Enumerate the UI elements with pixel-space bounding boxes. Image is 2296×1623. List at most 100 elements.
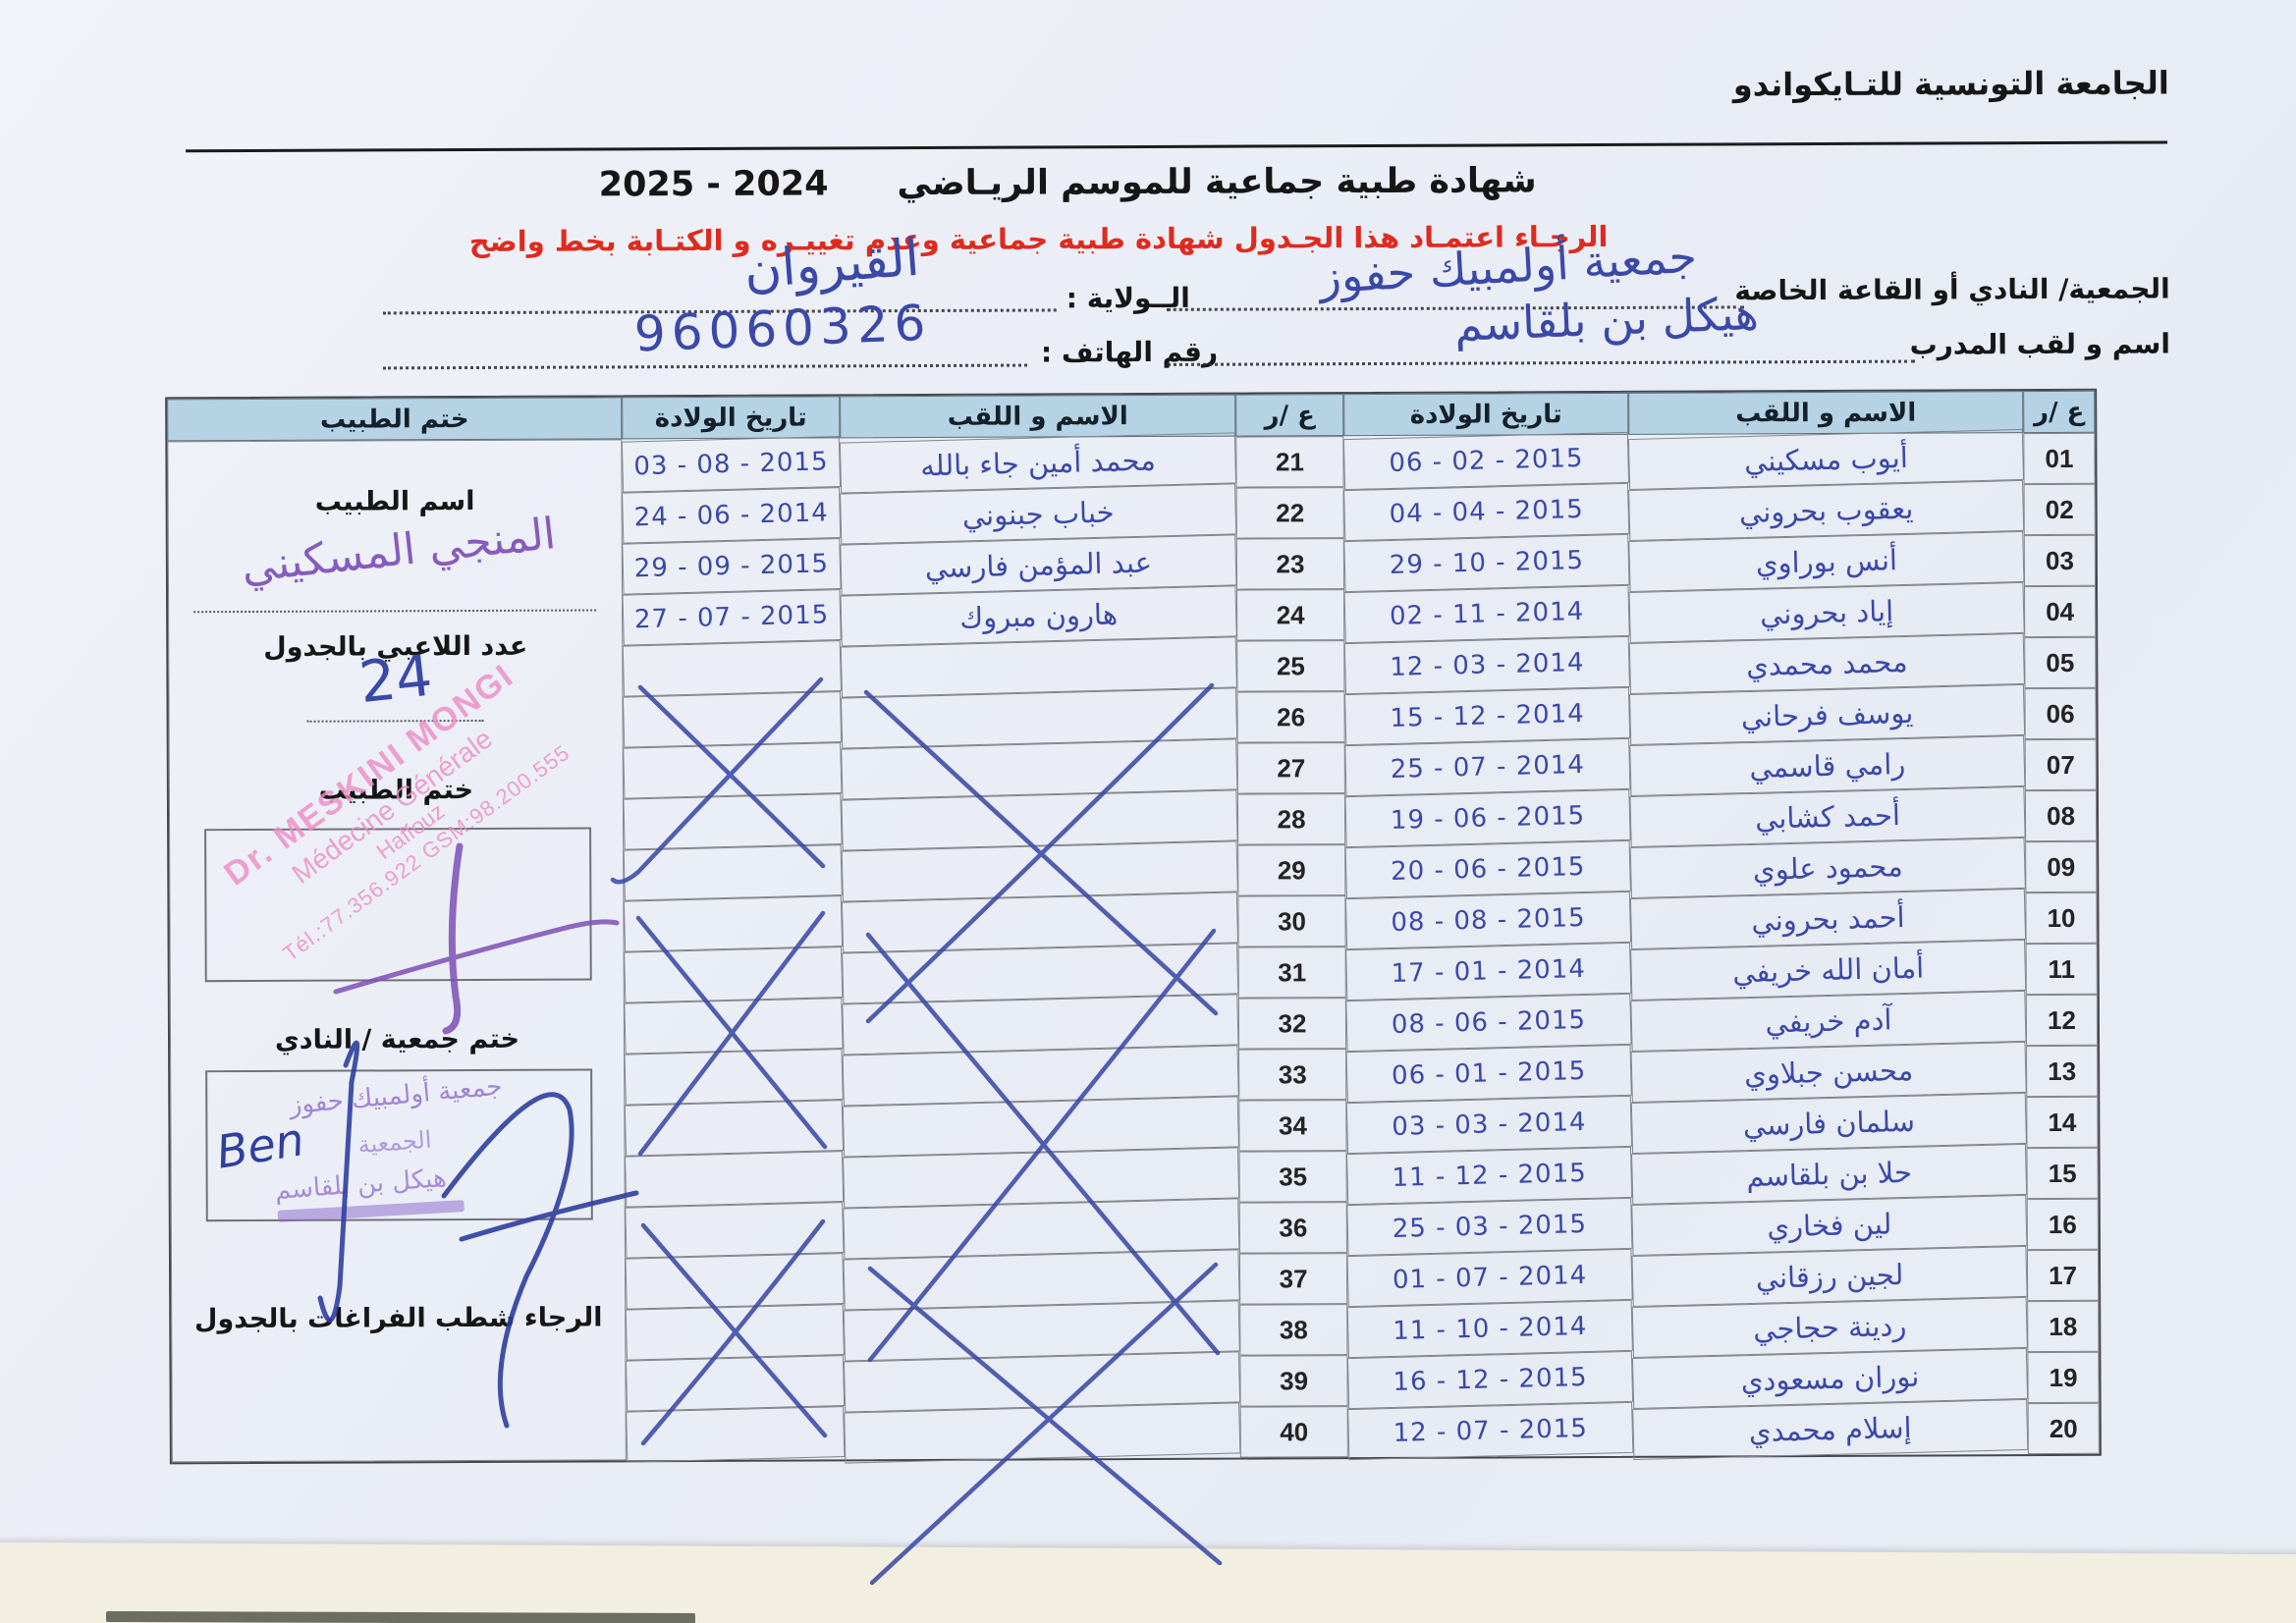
player-number-cell: 01 bbox=[2023, 432, 2096, 485]
player-dob-cell bbox=[624, 998, 844, 1055]
player-number-cell: 39 bbox=[1239, 1355, 1348, 1407]
player-number-cell: 05 bbox=[2024, 636, 2097, 689]
player-dob-cell: 2014 - 03 - 03 bbox=[1345, 1095, 1633, 1155]
player-dob-cell bbox=[623, 793, 843, 850]
player-dob-cell: 2014 - 07 - 01 bbox=[1346, 1248, 1633, 1308]
player-number-cell: 33 bbox=[1238, 1049, 1347, 1101]
title-text: شهادة طبية جماعية للموسم الريـاضي bbox=[897, 161, 1537, 204]
player-number-cell: 29 bbox=[1237, 844, 1346, 896]
doctor-signature: المنجي المسكيني bbox=[239, 508, 559, 593]
player-dob-cell: 2015 - 01 - 06 bbox=[1345, 1044, 1632, 1104]
player-dob-cell: 2015 - 08 - 08 bbox=[1344, 891, 1632, 950]
player-dob-cell bbox=[624, 1049, 844, 1106]
player-dob-cell: 2014 - 07 - 25 bbox=[1344, 737, 1631, 797]
player-number-cell: 12 bbox=[2025, 994, 2099, 1047]
player-number-cell: 13 bbox=[2026, 1045, 2099, 1098]
player-dob-cell: 2015 - 10 - 29 bbox=[1343, 533, 1630, 593]
crossout-instruction: الرجاء شطب الفراغات بالجدول bbox=[193, 1302, 603, 1335]
player-number-cell: 20 bbox=[2027, 1402, 2100, 1455]
player-number-cell: 23 bbox=[1235, 538, 1345, 590]
header-cell-num-left: ع /ر bbox=[1235, 394, 1344, 437]
player-dob-cell: 2014 - 11 - 02 bbox=[1343, 584, 1630, 644]
coach-field-line bbox=[1167, 359, 1916, 366]
player-name-cell bbox=[844, 1402, 1241, 1464]
players-table: اسم الطبيب المنجي المسكيني عدد اللاعبي ب… bbox=[165, 388, 2102, 1465]
header-cell-doctor-stamp: ختم الطبيب bbox=[167, 397, 623, 442]
header-cell-name-left: الاسم و اللقب bbox=[840, 394, 1236, 439]
player-dob-cell: 2014 - 01 - 17 bbox=[1345, 942, 1632, 1001]
player-number-cell: 04 bbox=[2024, 585, 2097, 638]
doctor-stamp-column: اسم الطبيب المنجي المسكيني عدد اللاعبي ب… bbox=[167, 439, 627, 1463]
club-stamp-label: ختم جمعية / النادي bbox=[274, 1023, 520, 1055]
player-dob-cell: 2014 - 06 - 24 bbox=[622, 487, 842, 544]
player-number-cell: 26 bbox=[1236, 691, 1345, 743]
player-dob-cell bbox=[622, 691, 843, 748]
player-dob-cell bbox=[625, 1355, 846, 1412]
federation-title: الجامعة التونسية للتـايكواندو bbox=[1732, 64, 2169, 104]
player-dob-cell: 2014 - 03 - 12 bbox=[1343, 635, 1630, 695]
player-dob-cell bbox=[625, 1304, 845, 1361]
player-number-cell: 27 bbox=[1236, 742, 1345, 794]
player-dob-cell bbox=[624, 1100, 845, 1157]
player-dob-cell: 2015 - 09 - 29 bbox=[622, 538, 842, 595]
player-dob-cell: 2015 - 06 - 19 bbox=[1344, 788, 1631, 848]
player-dob-cell bbox=[623, 742, 843, 799]
player-dob-cell: 2015 - 12 - 11 bbox=[1346, 1146, 1633, 1206]
player-number-cell: 11 bbox=[2025, 943, 2098, 996]
player-number-cell: 10 bbox=[2025, 892, 2098, 945]
player-number-cell: 06 bbox=[2024, 687, 2097, 740]
player-dob-cell bbox=[625, 1253, 845, 1310]
player-dob-cell bbox=[624, 947, 844, 1003]
player-number-cell: 03 bbox=[2023, 534, 2097, 587]
player-number-cell: 35 bbox=[1238, 1151, 1347, 1203]
player-number-cell: 37 bbox=[1238, 1253, 1348, 1305]
player-number-cell: 18 bbox=[2027, 1300, 2100, 1353]
player-number-cell: 08 bbox=[2024, 789, 2098, 842]
player-dob-cell: 2015 - 07 - 27 bbox=[622, 589, 842, 646]
player-number-cell: 25 bbox=[1236, 640, 1345, 692]
phone-field-line bbox=[383, 363, 1028, 370]
header-cell-name-right: الاسم و اللقب bbox=[1628, 391, 2024, 435]
player-dob-cell: 2015 - 03 - 25 bbox=[1346, 1197, 1633, 1257]
player-number-cell: 09 bbox=[2025, 840, 2098, 893]
player-number-cell: 30 bbox=[1237, 895, 1346, 947]
player-dob-cell bbox=[626, 1406, 846, 1463]
player-number-cell: 02 bbox=[2023, 483, 2096, 536]
header-cell-dob-left: تاريخ الولادة bbox=[622, 396, 841, 440]
player-dob-cell bbox=[625, 1202, 845, 1259]
player-number-cell: 40 bbox=[1239, 1406, 1348, 1458]
player-number-cell: 21 bbox=[1235, 436, 1344, 488]
player-number-cell: 31 bbox=[1237, 947, 1346, 999]
player-number-cell: 07 bbox=[2024, 738, 2097, 791]
player-number-cell: 32 bbox=[1237, 998, 1347, 1050]
player-dob-cell: 2015 - 08 - 03 bbox=[621, 436, 842, 493]
player-dob-cell bbox=[625, 1151, 845, 1208]
player-name-cell: إسلام محمدي bbox=[1632, 1398, 2029, 1461]
player-number-cell: 22 bbox=[1235, 487, 1344, 539]
player-dob-cell: 2014 - 10 - 11 bbox=[1346, 1299, 1633, 1359]
header-cell-dob-right: تاريخ الولادة bbox=[1343, 392, 1629, 437]
player-dob-cell: 2015 - 06 - 08 bbox=[1345, 993, 1632, 1053]
player-number-cell: 17 bbox=[2026, 1249, 2100, 1302]
player-number-cell: 34 bbox=[1238, 1100, 1347, 1152]
player-number-cell: 16 bbox=[2026, 1198, 2099, 1251]
doctor-name-line bbox=[193, 609, 597, 614]
player-dob-cell: 2015 - 07 - 12 bbox=[1347, 1401, 1634, 1461]
club-stamp-word: الجمعية bbox=[356, 1125, 433, 1160]
header-cell-num-right: ع /ر bbox=[2023, 390, 2096, 434]
player-dob-cell: 2015 - 06 - 20 bbox=[1344, 839, 1631, 899]
player-number-cell: 36 bbox=[1238, 1202, 1347, 1254]
player-dob-cell bbox=[623, 844, 843, 901]
player-dob-cell: 2015 - 02 - 06 bbox=[1342, 431, 1630, 491]
player-dob-cell: 2015 - 12 - 16 bbox=[1346, 1350, 1634, 1410]
player-number-cell: 28 bbox=[1236, 793, 1346, 845]
player-number-cell: 15 bbox=[2026, 1147, 2099, 1200]
phone-field-value: 96060326 bbox=[632, 294, 933, 363]
player-number-cell: 24 bbox=[1236, 589, 1345, 641]
document-title: شهادة طبية جماعية للموسم الريـاضي 2024 - … bbox=[547, 161, 1588, 205]
player-number-cell: 38 bbox=[1239, 1304, 1348, 1356]
coach-field-label: اسم و لقب المدرب bbox=[1909, 327, 2171, 361]
player-dob-cell bbox=[623, 895, 844, 952]
